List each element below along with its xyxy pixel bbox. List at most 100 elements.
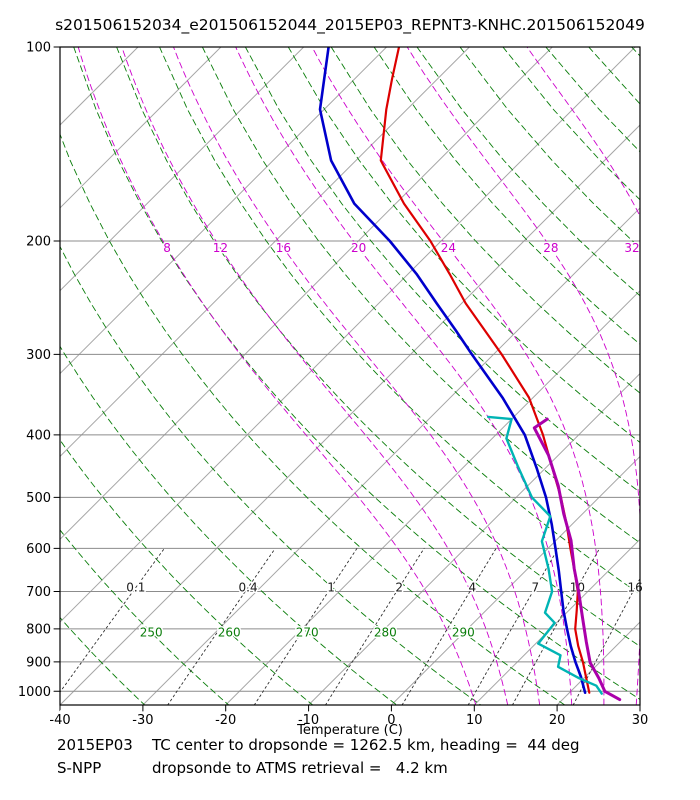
y-tick-label: 800	[26, 622, 51, 637]
mixing-ratio-line	[512, 547, 601, 705]
dry-adiabat-line	[675, 47, 700, 705]
moist-adiabat-line	[121, 47, 509, 705]
dry-adiabat-line	[60, 439, 314, 705]
dry-adiabat-line	[60, 133, 566, 705]
footer-sensor-id: S-NPP	[57, 759, 102, 777]
moist-adiabat-label: 28	[543, 241, 558, 255]
moist-adiabat-label: 12	[213, 241, 228, 255]
dry-adiabat-label: 260	[218, 625, 241, 639]
x-tick-label: -20	[215, 713, 236, 728]
y-tick-label: 300	[26, 348, 51, 363]
isotherm-line	[60, 47, 222, 209]
moist-adiabat-label: 16	[276, 241, 291, 255]
mixing-ratio-line	[60, 547, 165, 693]
footer-storm-id: 2015EP03	[57, 736, 133, 754]
y-tick-label: 600	[26, 542, 51, 557]
isotherm-line	[60, 47, 470, 458]
atms-retrieval-curve	[532, 417, 622, 702]
dry-adiabat-line	[159, 47, 640, 595]
x-tick-label: 30	[632, 713, 649, 728]
moist-adiabat-line	[77, 47, 477, 705]
isotherm-line	[225, 289, 640, 705]
plot-title: s201506152034_e201506152044_2015EP03_REP…	[55, 16, 645, 34]
isotherm-line	[60, 47, 553, 541]
isotherm-line	[390, 455, 640, 705]
dry-adiabat-label: 290	[452, 625, 475, 639]
dry-adiabat-line	[502, 47, 640, 201]
moist-adiabat-label: 24	[441, 241, 456, 255]
y-tick-label: 100	[26, 41, 51, 56]
isotherm-line	[60, 124, 640, 705]
x-tick-label: 10	[466, 713, 483, 728]
moist-adiabat-label: 8	[163, 241, 171, 255]
moist-adiabat-line	[311, 47, 605, 705]
isotherm-line	[556, 621, 640, 705]
dry-adiabat-line	[373, 47, 640, 345]
plot-frame	[59, 46, 641, 706]
x-tick-label: 0	[387, 713, 395, 728]
isotherm-line	[60, 47, 305, 292]
moist-adiabat-line	[173, 47, 541, 705]
grid-lines	[0, 47, 700, 705]
mixing-ratio-line	[572, 577, 640, 705]
dry-adiabat-line	[60, 703, 62, 705]
dry-adiabat-label: 250	[140, 625, 163, 639]
moist-adiabat-line	[235, 47, 573, 705]
mixing-ratio-label: 4	[468, 581, 476, 595]
dry-adiabat-line	[244, 47, 640, 493]
y-tick-label: 1000	[18, 685, 51, 700]
mixing-ratio-line	[325, 547, 425, 705]
dropsonde-curve	[487, 415, 603, 695]
dry-adiabat-line	[287, 47, 640, 443]
x-tick-label: -30	[132, 713, 153, 728]
moist-adiabat-label: 32	[624, 241, 639, 255]
dry-adiabat-line	[60, 245, 482, 705]
x-tick-label: -40	[49, 713, 70, 728]
y-tick-label: 400	[26, 428, 51, 443]
dry-adiabat-line	[545, 47, 640, 153]
temperature-curve	[379, 47, 591, 694]
isotherm-line	[60, 47, 636, 623]
footer-line-2: S-NPP dropsonde to ATMS retrieval = 4.2 k…	[57, 759, 448, 777]
dry-adiabat-line	[60, 529, 230, 705]
dry-adiabat-line	[631, 47, 640, 57]
mixing-ratio-label: 0.4	[239, 581, 258, 595]
x-tick-label: -10	[298, 713, 319, 728]
mixing-ratio-label: 2	[395, 581, 403, 595]
isotherm-line	[308, 372, 640, 705]
dry-adiabat-label: 280	[374, 625, 397, 639]
y-tick-label: 200	[26, 235, 51, 250]
isotherm-line	[639, 704, 640, 705]
dry-adiabat-line	[330, 47, 640, 394]
mixing-ratio-label: 7	[531, 581, 539, 595]
x-tick-label: 20	[549, 713, 566, 728]
dry-adiabat-line	[60, 345, 398, 705]
dewpoint-curve	[318, 47, 587, 695]
mixing-ratio-label: 0.1	[126, 581, 145, 595]
dry-adiabat-line	[116, 47, 640, 647]
profiles	[318, 47, 622, 702]
isotherm-line	[473, 538, 640, 705]
moist-adiabat-line	[526, 47, 640, 218]
mixing-ratio-line	[253, 547, 358, 705]
y-tick-label: 900	[26, 655, 51, 670]
moist-adiabat-line	[406, 47, 640, 705]
isotherm-line	[60, 47, 388, 375]
dry-adiabat-label: 270	[296, 625, 319, 639]
x-axis-label: Temperature (C)	[297, 723, 403, 738]
isotherm-line	[0, 47, 55, 705]
isotherm-line	[142, 207, 640, 705]
mixing-ratio-line	[167, 547, 276, 705]
moist-adiabat-label: 20	[351, 241, 366, 255]
mixing-ratio-line	[467, 547, 559, 705]
footer-line-1: 2015EP03 TC center to dropsonde = 1262.5 …	[57, 736, 580, 754]
dry-adiabat-line	[60, 616, 146, 705]
dry-adiabat-line	[588, 47, 640, 105]
footer-line-2-text: dropsonde to ATMS retrieval = 4.2 km	[152, 759, 448, 777]
isotherm-line	[60, 47, 139, 126]
y-tick-label: 700	[26, 585, 51, 600]
